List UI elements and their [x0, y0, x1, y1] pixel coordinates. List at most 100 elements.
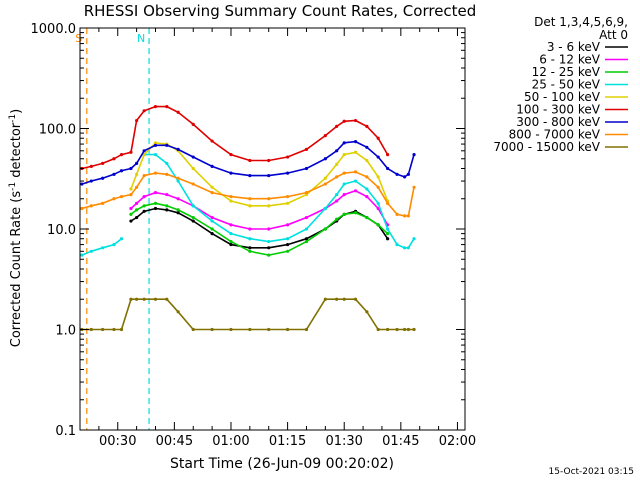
data-point [342, 152, 346, 157]
data-point [210, 164, 214, 168]
data-point [267, 239, 271, 244]
data-point [403, 175, 407, 179]
data-point [248, 246, 252, 250]
data-point [353, 179, 358, 183]
data-point [386, 231, 390, 236]
data-point [342, 141, 346, 145]
data-point [323, 227, 327, 231]
data-point [335, 199, 339, 203]
data-point [335, 192, 339, 197]
data-point [135, 201, 139, 205]
data-point [323, 133, 327, 138]
data-point [80, 182, 84, 186]
data-point [285, 237, 290, 241]
data-point [142, 149, 146, 153]
series-line [81, 105, 389, 170]
legend-label: 800 - 7000 keV [509, 128, 601, 142]
data-point [335, 217, 339, 221]
data-point [135, 215, 139, 220]
axes: 00:30 00:45 01:00 01:15 01:30 01:45 02:00 0.1 1.… [31, 22, 477, 449]
data-point [304, 239, 309, 244]
data-point [210, 219, 214, 223]
data-point [191, 155, 195, 159]
y-tick-label: 0.1 [55, 424, 76, 439]
data-point [406, 214, 410, 218]
data-point [412, 327, 416, 332]
x-tick-label: 00:45 [156, 434, 193, 449]
data-point [142, 204, 146, 208]
data-point [229, 223, 233, 227]
data-point [365, 215, 369, 220]
data-point [304, 166, 309, 171]
data-point [267, 253, 271, 257]
data-point [191, 219, 195, 223]
chart-title: RHESSI Observing Summary Count Rates, Co… [84, 2, 477, 20]
data-point [112, 242, 116, 247]
x-tick-label: 01:00 [212, 434, 249, 449]
legend-label: 50 - 100 keV [524, 90, 601, 104]
data-point [395, 327, 399, 332]
data-point [210, 327, 214, 332]
data-point [129, 219, 133, 223]
data-point [210, 231, 214, 236]
series-line [130, 202, 389, 256]
data-point [119, 195, 124, 199]
series-line [130, 189, 389, 230]
data-point [335, 297, 339, 301]
data-point [406, 246, 410, 250]
data-point [353, 150, 358, 154]
data-point [135, 208, 139, 212]
data-point [353, 211, 358, 215]
y-axis-label-main: Corrected Count Rate (s [9, 191, 24, 348]
data-point [365, 175, 369, 179]
x-tick-label: 01:45 [382, 434, 419, 449]
data-point [176, 147, 180, 151]
data-point [210, 215, 214, 220]
data-point [386, 237, 390, 241]
data-point [142, 152, 146, 157]
legend-label: 12 - 25 keV [532, 65, 601, 79]
data-point [229, 242, 233, 247]
data-point [248, 197, 252, 201]
legend-header-line1: Det 1,3,4,5,6,9, [534, 15, 628, 29]
data-point [353, 189, 358, 193]
data-point [153, 152, 158, 157]
data-point [229, 327, 233, 332]
legend-label: 6 - 12 keV [539, 53, 601, 67]
data-point [376, 201, 380, 205]
data-point [135, 297, 139, 301]
data-point [210, 185, 214, 189]
data-point [412, 237, 416, 241]
data-point [365, 310, 369, 314]
data-point [142, 297, 146, 301]
data-point [229, 195, 233, 199]
data-point [191, 122, 195, 126]
data-point [323, 297, 327, 301]
data-point [323, 176, 327, 180]
data-point [285, 249, 290, 253]
data-point [165, 172, 169, 176]
data-point [353, 297, 358, 301]
data-point [119, 327, 124, 332]
data-point [191, 204, 195, 208]
data-point [165, 208, 169, 212]
x-tick-label: 00:30 [99, 434, 136, 449]
data-point [285, 171, 290, 175]
data-point [153, 105, 158, 109]
data-point [406, 327, 410, 332]
data-point [165, 105, 169, 109]
data-point [353, 170, 358, 174]
data-point [112, 327, 116, 332]
data-point [135, 185, 139, 189]
data-point [210, 139, 214, 143]
data-point [376, 175, 380, 179]
data-point [395, 212, 399, 216]
data-point [191, 327, 195, 332]
legend-header-line2: Att 0 [599, 28, 628, 42]
y-tick-label: 1.0 [55, 324, 76, 339]
data-point [412, 185, 416, 189]
data-point [395, 172, 399, 176]
data-point [176, 176, 180, 180]
data-point [210, 227, 214, 231]
